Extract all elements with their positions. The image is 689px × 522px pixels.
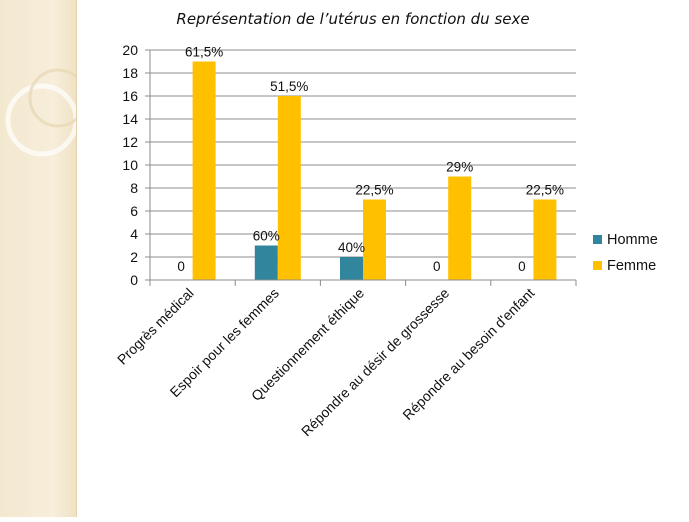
y-tick-label: 20	[122, 42, 138, 58]
legend-swatch-femme	[593, 261, 602, 270]
y-tick-label: 4	[130, 226, 138, 242]
data-label-homme: 0	[433, 259, 441, 274]
data-label-femme: 51,5%	[270, 79, 308, 94]
chart-title: Représentation de l’utérus en fonction d…	[176, 10, 529, 28]
legend-swatch-homme	[593, 235, 602, 244]
bar-femme	[533, 199, 557, 280]
y-tick-label: 8	[130, 180, 138, 196]
data-label-femme: 61,5%	[185, 45, 223, 60]
y-tick-label: 16	[122, 88, 138, 104]
gridlines	[150, 49, 576, 281]
data-label-homme: 40%	[338, 240, 365, 255]
y-tick-label: 14	[122, 111, 138, 127]
y-tick-label: 2	[130, 249, 138, 265]
bar-femme	[277, 96, 301, 280]
data-label-femme: 22,5%	[526, 183, 564, 198]
y-axis: 0 2 4 6 8 10 12 14 16 18 20	[122, 42, 151, 288]
legend-label-femme: Femme	[607, 258, 656, 274]
bar-femme	[448, 176, 472, 280]
data-label-homme: 60%	[253, 229, 280, 244]
bars	[192, 61, 557, 280]
legend-label-homme: Homme	[607, 232, 658, 248]
bar-femme	[363, 199, 386, 280]
bar-homme	[254, 245, 278, 280]
legend: Homme Femme	[593, 232, 658, 274]
data-label-femme: 22,5%	[355, 183, 393, 198]
y-tick-label: 18	[122, 65, 138, 81]
data-labels: 0 60% 40% 0 0 61,5% 51,5% 22,5% 29% 22,5%	[177, 45, 564, 275]
data-label-femme: 29%	[446, 160, 473, 175]
y-tick-label: 10	[122, 157, 138, 173]
bar-homme	[340, 257, 363, 280]
y-tick-label: 0	[130, 272, 138, 288]
x-category-label: Répondre au désir de grossesse	[298, 285, 453, 440]
data-label-homme: 0	[518, 259, 526, 274]
y-tick-label: 6	[130, 203, 138, 219]
y-tick-label: 12	[122, 134, 138, 150]
x-category-label: Progrès médical	[114, 285, 197, 368]
data-label-homme: 0	[177, 259, 185, 274]
bar-femme	[192, 61, 216, 280]
